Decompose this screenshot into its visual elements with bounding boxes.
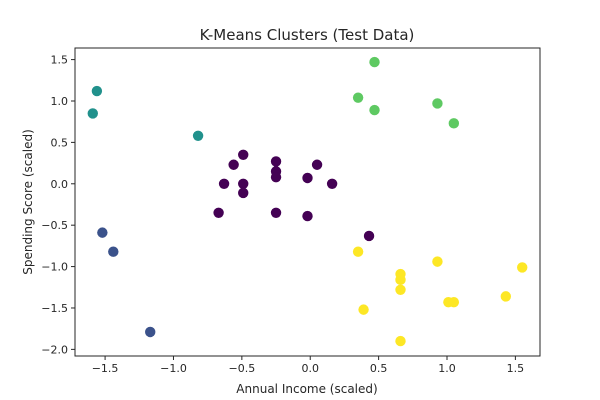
y-axis-label: Spending Score (scaled)	[21, 129, 35, 275]
data-point-cluster-3	[432, 98, 443, 109]
plot-area	[87, 56, 528, 347]
x-tick-label: −1.5	[92, 362, 119, 375]
data-point-cluster-2	[87, 108, 98, 119]
data-point-cluster-0	[238, 149, 249, 161]
y-tick-label: −0.5	[41, 219, 68, 232]
data-point-cluster-4	[352, 246, 364, 257]
y-tick-label: 0.0	[51, 178, 69, 191]
y-tick-label: −1.0	[41, 261, 68, 274]
data-point-cluster-3	[369, 56, 380, 68]
data-point-cluster-1	[97, 227, 108, 238]
y-tick-label: −2.0	[41, 343, 68, 356]
y-tick-label: 1.0	[51, 95, 69, 108]
data-point-cluster-0	[326, 178, 338, 189]
data-point-cluster-3	[448, 118, 460, 129]
data-point-cluster-0	[238, 187, 249, 199]
x-tick-label: 0.0	[301, 362, 319, 375]
y-tick-label: −1.5	[41, 302, 68, 315]
data-point-cluster-4	[448, 296, 460, 308]
data-point-cluster-0	[270, 207, 282, 218]
x-axis-label: Annual Income (scaled)	[236, 382, 377, 396]
x-tick-label: 1.0	[438, 362, 456, 375]
data-point-cluster-0	[302, 210, 313, 222]
y-tick-label: 1.5	[51, 54, 69, 67]
x-tick-label: −1.0	[160, 362, 187, 375]
plot-frame	[74, 47, 541, 357]
data-point-cluster-4	[395, 335, 406, 347]
data-point-cluster-4	[358, 304, 369, 315]
data-point-cluster-0	[363, 230, 375, 242]
data-point-cluster-2	[91, 85, 103, 97]
y-tick-label: 0.5	[51, 136, 69, 149]
data-point-cluster-0	[228, 159, 239, 170]
chart-title: K-Means Clusters (Test Data)	[200, 26, 415, 44]
data-point-cluster-3	[352, 92, 364, 103]
data-point-cluster-0	[213, 207, 224, 218]
x-tick-label: 1.5	[507, 362, 525, 375]
data-point-cluster-4	[432, 256, 443, 267]
x-tick-label: −0.5	[228, 362, 255, 375]
data-point-cluster-0	[302, 172, 313, 184]
data-point-cluster-0	[218, 178, 230, 189]
data-point-cluster-4	[517, 262, 528, 273]
data-point-cluster-2	[192, 130, 204, 141]
data-point-cluster-4	[500, 291, 512, 302]
data-point-cluster-0	[238, 178, 249, 189]
data-point-cluster-0	[270, 171, 282, 183]
x-tick-label: 0.5	[370, 362, 388, 375]
data-point-cluster-1	[145, 326, 156, 338]
data-point-cluster-4	[395, 274, 406, 286]
data-point-cluster-0	[270, 156, 282, 167]
data-point-cluster-1	[108, 246, 119, 257]
data-point-cluster-0	[311, 159, 323, 170]
data-point-cluster-3	[369, 104, 380, 116]
data-point-cluster-4	[395, 284, 406, 295]
x-axis: −1.5 −1.0 −0.5 0.0 0.5 1.0 1.5	[92, 356, 524, 375]
y-axis: −2.0 −1.5 −1.0 −0.5 0.0 0.5 1.0 1.5	[41, 54, 75, 356]
